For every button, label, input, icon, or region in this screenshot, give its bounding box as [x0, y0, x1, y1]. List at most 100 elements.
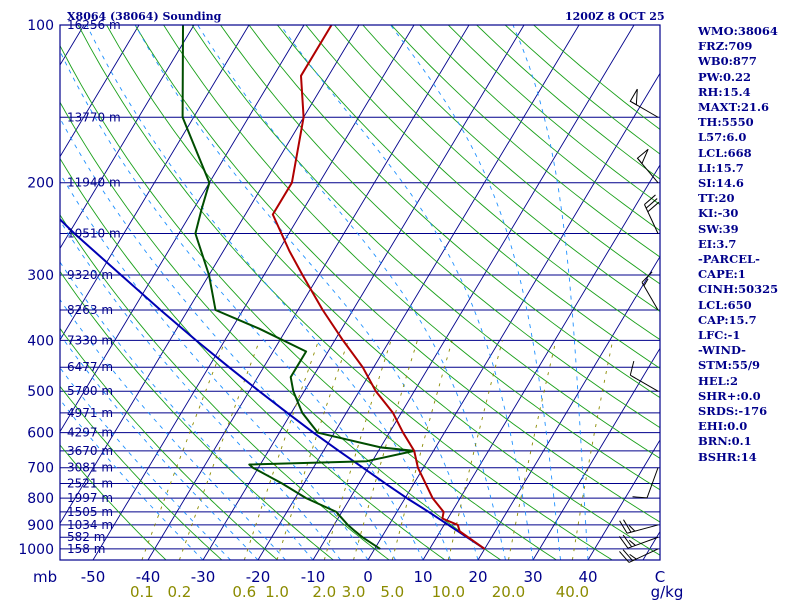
dry-adiabat-line — [60, 444, 167, 560]
height-label: 7330 m — [67, 333, 113, 347]
wind-barb-half-flag — [629, 553, 637, 560]
wind-barb-flag — [622, 549, 634, 562]
index-item: TH:5550 — [698, 115, 754, 130]
height-label: 10510 m — [67, 226, 121, 240]
index-item: CAPE:1 — [698, 267, 746, 282]
dry-adiabat-line — [60, 157, 446, 560]
height-label: 582 m — [67, 530, 105, 544]
wind-barb — [619, 519, 659, 534]
mixing-ratio-label: 0.6 — [232, 583, 256, 600]
dry-adiabat-line — [60, 270, 334, 560]
wind-barb — [629, 88, 659, 118]
mixing-ratio-label: 5.0 — [380, 583, 404, 600]
moist-adiabat-line — [279, 25, 534, 560]
dry-adiabat-line — [60, 327, 278, 560]
wind-barb-pennant — [629, 88, 638, 106]
isotherm-line — [92, 25, 415, 560]
height-label: 8263 m — [67, 303, 113, 317]
isotherm-line — [587, 439, 660, 560]
wind-barb-staff — [626, 524, 659, 534]
wind-barb — [636, 148, 659, 184]
mixing-ratio-line — [178, 340, 261, 560]
mixing-ratio-label: 40.0 — [556, 583, 589, 600]
isotherm-line — [532, 347, 660, 560]
wind-barb — [629, 360, 659, 392]
height-label: 1997 m — [67, 491, 113, 505]
background-lines — [0, 25, 660, 560]
pressure-label: 100 — [27, 18, 54, 34]
moist-adiabat-line — [60, 172, 369, 560]
index-item: WMO:38064 — [698, 24, 778, 38]
dry-adiabat-line — [390, 25, 660, 258]
mixing-ratio-line — [447, 340, 503, 560]
isotherm-line — [0, 25, 29, 560]
dry-adiabat-line — [77, 25, 613, 560]
wind-barb-half-flag — [628, 525, 636, 532]
wind-barb-half-flag — [643, 278, 649, 287]
moist-adiabat-line — [197, 25, 506, 560]
parcel-path-line — [60, 218, 486, 550]
pressure-label: 600 — [27, 426, 54, 442]
wind-barb — [644, 194, 660, 234]
mixing-ratio-line — [141, 340, 226, 560]
temperature-axis-label: -30 — [191, 568, 216, 586]
dry-adiabat-line — [191, 25, 660, 459]
pressure-label: 300 — [27, 268, 54, 284]
isotherm-line — [202, 25, 525, 560]
isotherm-line — [422, 164, 660, 560]
index-item: SI:14.6 — [698, 176, 744, 191]
dry-adiabat-line — [305, 25, 660, 341]
isotherm-line — [60, 25, 140, 158]
temperature-unit-label: C — [655, 568, 665, 586]
wind-barb-flag — [619, 520, 628, 534]
height-label: 4297 m — [67, 426, 113, 440]
index-item: BSHR:14 — [698, 449, 757, 464]
dry-adiabat-line — [60, 101, 501, 560]
index-item: CINH:50325 — [698, 282, 779, 297]
pressure-label: 400 — [27, 333, 54, 349]
mixing-ratio-line — [323, 340, 392, 560]
moist-adiabat-line — [60, 50, 424, 560]
wind-barb-flag — [647, 201, 660, 213]
dry-adiabat-line — [134, 25, 660, 523]
index-item: SRDS:-176 — [698, 404, 768, 419]
temperature-axis-label: -20 — [246, 568, 271, 586]
wind-barb — [619, 548, 659, 563]
mixing-ratio-label: 3.0 — [342, 583, 366, 600]
temperature-axis-label: -40 — [136, 568, 161, 586]
temperature-axis-label: -50 — [81, 568, 106, 586]
dry-adiabat-line — [60, 44, 557, 560]
index-item: KI:-30 — [698, 206, 739, 221]
index-item: BRN:0.1 — [698, 434, 752, 449]
height-label: 16256 m — [67, 18, 121, 32]
wind-barb-staff — [630, 374, 659, 392]
index-item: RH:15.4 — [698, 84, 751, 99]
pressure-label: 1000 — [18, 542, 54, 558]
wind-barb-flag — [623, 519, 632, 533]
wind-barb — [641, 271, 659, 311]
wind-barb-half-flag — [628, 539, 636, 546]
moist-adiabat-line — [60, 298, 286, 560]
mixing-ratio-label: 1.0 — [265, 583, 289, 600]
pressure-label: 900 — [27, 518, 54, 534]
index-item: -WIND- — [698, 343, 746, 358]
height-label: 2521 m — [67, 476, 113, 490]
pressure-label: 200 — [27, 176, 54, 192]
wind-barb-flag — [618, 536, 629, 549]
wind-barbs — [618, 88, 660, 563]
moist-adiabat-line — [86, 25, 451, 560]
index-item: -PARCEL- — [698, 252, 760, 267]
wind-barb-staff — [644, 204, 659, 234]
wind-barb-flag — [629, 360, 635, 376]
wind-barb-staff — [628, 548, 659, 563]
index-item: STM:55/9 — [698, 358, 761, 373]
dry-adiabat-line — [220, 25, 660, 429]
dry-adiabat-line — [248, 25, 660, 399]
stability-indices-panel: WMO:38064 FRZ:709 WB0:877 PW:0.22 RH:15.4 MAX… — [698, 24, 778, 465]
index-item: LCL:668 — [698, 145, 752, 160]
height-label: 5700 m — [67, 384, 113, 398]
height-label: 3670 m — [67, 444, 113, 458]
index-item: SHR+:0.0 — [698, 388, 761, 403]
